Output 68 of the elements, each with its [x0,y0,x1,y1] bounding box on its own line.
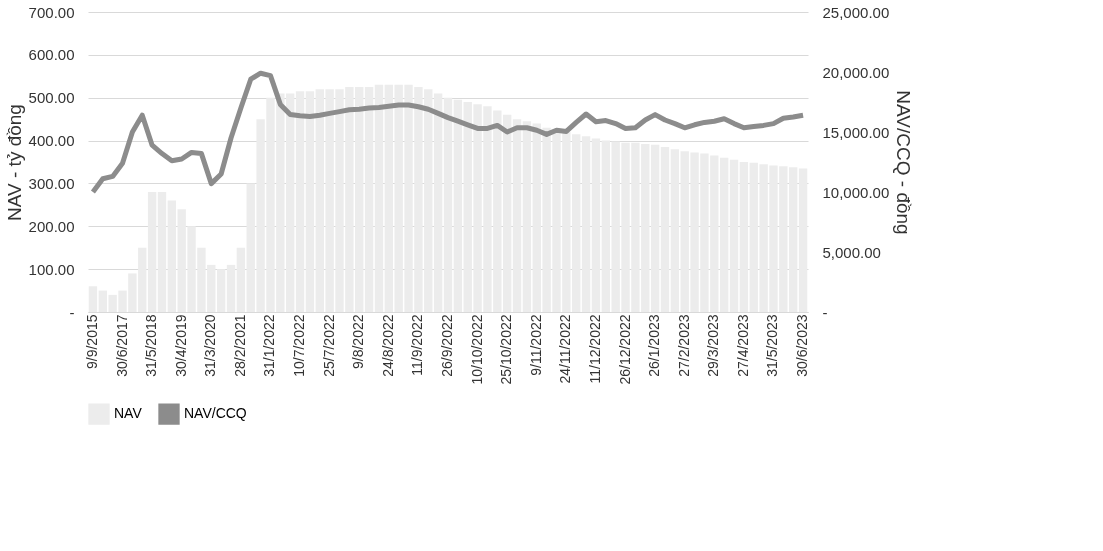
x-tick-label: 27/4/2023 [734,314,751,377]
x-tick-label: 30/6/2017 [113,314,130,377]
y-tick-label: 300.00 [28,174,75,192]
y2-axis-title: NAV/CCQ - đồng [893,90,915,235]
y-tick-label: 500.00 [28,89,75,107]
bar [216,269,226,312]
y2-tick-label: 5,000.00 [822,243,881,261]
bar [591,138,601,312]
bar [364,87,374,312]
bar [374,84,384,312]
y2-tick-label: 15,000.00 [822,123,890,141]
y2-tick-label: 25,000.00 [822,3,890,21]
bar [167,200,177,312]
x-tick-label: 31/5/2023 [764,314,781,377]
bar [719,157,729,312]
x-tick-label: 11/9/2022 [409,314,426,376]
legend-label: NAV/CCQ [184,405,247,422]
bar [443,97,453,312]
x-tick-label: 11/12/2022 [586,314,603,384]
y2-tick-label: - [822,303,828,321]
bar [305,91,315,312]
x-tick-label: 9/11/2022 [527,314,544,376]
bar [729,159,739,312]
x-tick-label: 10/10/2022 [468,314,485,385]
y-tick-label: 700.00 [28,3,75,21]
bar [453,99,463,312]
bar [522,121,532,312]
x-tick-label: 26/9/2022 [439,314,455,377]
x-tick-label: 31/1/2022 [261,314,278,377]
bar [512,119,522,312]
bar [157,192,167,312]
x-tick-label: 30/6/2023 [794,314,811,377]
x-tick-label: 30/4/2019 [172,314,189,377]
y2-tick-label: 20,000.00 [822,63,890,81]
bar [670,149,680,312]
x-tick-label: 31/3/2020 [202,314,219,377]
y-axis-title: NAV - tỷ đồng [3,104,25,221]
bar [660,147,670,312]
bar [147,192,157,312]
x-tick-label: 9/9/2015 [83,314,100,369]
x-tick-label: 25/10/2022 [498,314,515,385]
x-tick-label: 27/2/2023 [675,314,692,377]
y-tick-label: 400.00 [28,132,75,150]
x-tick-label: 25/7/2022 [320,314,337,377]
bar [295,91,305,312]
x-tick-label: 10/7/2022 [291,314,308,377]
bar [798,168,808,312]
x-tick-label: 26/12/2022 [616,314,633,385]
legend-label: NAV [114,405,143,422]
x-tick-label: 26/1/2023 [646,314,663,377]
x-tick-label: 9/8/2022 [350,314,367,369]
y-tick-label: - [69,303,75,321]
x-tick-label: 31/5/2018 [143,314,160,377]
y-tick-label: 100.00 [28,260,75,278]
bar [236,247,246,312]
bar [739,162,749,312]
bar [650,144,660,312]
x-tick-label: 24/8/2022 [379,314,396,377]
x-tick-label: 29/3/2023 [705,314,722,377]
y2-tick-label: 10,000.00 [822,183,890,201]
x-tick-label: 28/2/2021 [231,314,248,377]
bar [433,93,443,312]
y-tick-label: 600.00 [28,46,75,64]
y-tick-label: 200.00 [28,217,75,235]
x-tick-label: 24/11/2022 [557,314,574,384]
bar [88,286,98,312]
bar [226,264,236,312]
bar [581,136,591,312]
